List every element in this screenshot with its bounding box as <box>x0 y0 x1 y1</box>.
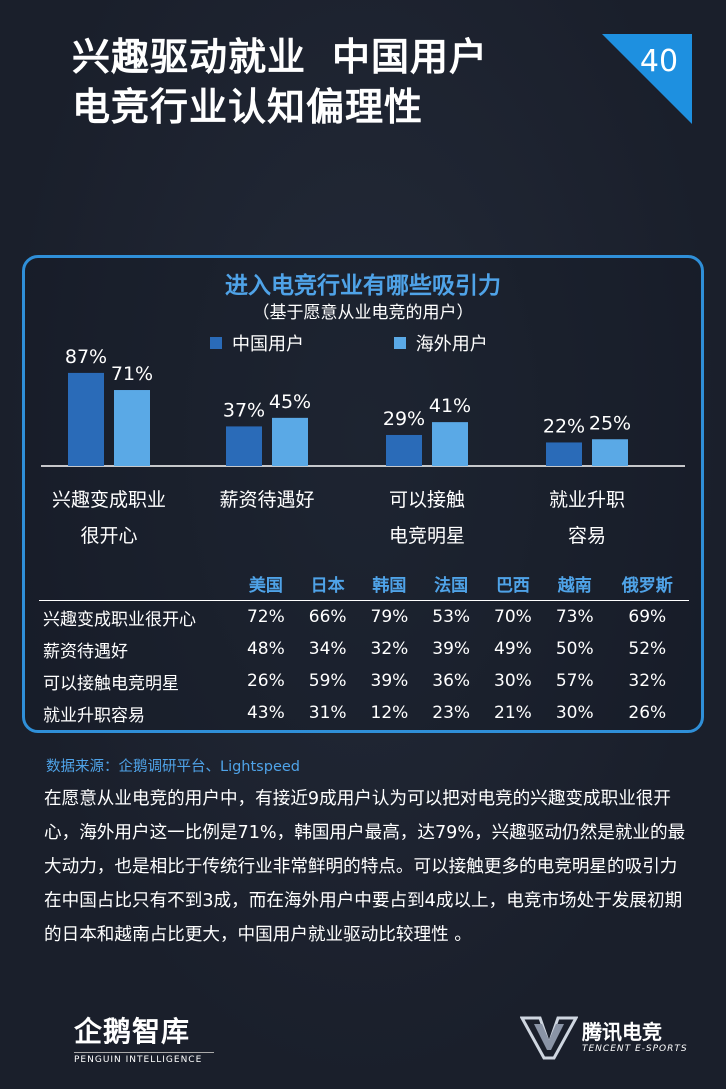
bar-china-2 <box>386 434 422 466</box>
table-cell: 48% <box>246 639 285 659</box>
table-cell: 21% <box>494 703 532 723</box>
table-cell: 26% <box>628 703 667 723</box>
bar-china-1 <box>226 426 262 466</box>
table-cell: 12% <box>370 703 409 723</box>
bar-value-label: 71% <box>111 363 153 385</box>
table-row: 可以接触电竞明星 26% 59% 39% 36% 30% 57% 32% <box>39 665 689 697</box>
table-cell: 34% <box>308 639 347 659</box>
bar-overseas-1 <box>272 417 308 466</box>
category-label: 兴趣变成职业 很开心 <box>34 482 184 554</box>
table-header-cell: 巴西 <box>495 575 530 596</box>
table-row: 就业升职容易 43% 31% 12% 23% 21% 30% 26% <box>39 697 689 729</box>
bar-value-label: 22% <box>543 415 585 437</box>
country-table: 美国 日本 韩国 法国 巴西 越南 俄罗斯 兴趣变成职业很开心 72% 66% … <box>39 566 689 729</box>
page-title: 兴趣驱动就业 中国用户 电竞行业认知偏理性 <box>72 32 612 132</box>
bar-value-label: 29% <box>383 408 425 430</box>
bar-value-label: 37% <box>223 399 265 421</box>
table-row: 兴趣变成职业很开心 72% 66% 79% 53% 70% 73% 69% <box>39 601 689 634</box>
table-cell: 50% <box>555 639 594 659</box>
category-label-line: 很开心 <box>80 525 138 547</box>
bar-value-label: 45% <box>269 391 311 413</box>
table-cell: 39% <box>432 639 471 659</box>
chart-panel: 进入电竞行业有哪些吸引力 （基于愿意从业电竞的用户） 中国用户 海外用户 87%… <box>22 255 704 733</box>
chart-legend: 中国用户 海外用户 <box>210 330 572 356</box>
page-corner-triangle <box>602 34 692 124</box>
bar-chart: 87%71% 37% 45% 29%41% 22% 25% <box>41 346 685 467</box>
category-label-line: 电竞明星 <box>388 525 465 547</box>
table-cell: 36% <box>432 671 471 691</box>
table-cell: 73% <box>555 607 594 627</box>
data-source: 数据来源：企鹅调研平台、Lightspeed <box>46 759 300 775</box>
table-cell: 26% <box>246 671 285 691</box>
table-header-blank <box>39 566 235 601</box>
table-cell: 57% <box>555 671 594 691</box>
legend-label-china: 中国用户 <box>232 334 304 355</box>
bar-overseas-3 <box>592 439 628 466</box>
table-header-cell: 越南 <box>557 575 592 596</box>
chart-title: 进入电竞行业有哪些吸引力 <box>225 273 501 299</box>
category-label-line: 容易 <box>567 525 606 547</box>
tencent-logo-subtext: TENCENT E-SPORTS <box>582 1044 688 1054</box>
table-cell: 53% <box>432 607 471 627</box>
table-cell: 31% <box>308 703 347 723</box>
table-cell: 23% <box>432 703 471 723</box>
bar-overseas-0 <box>114 390 150 466</box>
category-label-line: 就业升职 <box>548 489 625 511</box>
table-cell: 66% <box>308 607 347 627</box>
chart-subtitle: （基于愿意从业电竞的用户） <box>252 303 474 323</box>
page-number: 40 <box>639 44 679 79</box>
penguin-logo-subtext: PENGUIN INTELLIGENCE <box>74 1052 214 1065</box>
bar-china-3 <box>546 442 582 466</box>
table-cell: 32% <box>370 639 409 659</box>
legend-label-overseas: 海外用户 <box>415 334 488 355</box>
legend-item-overseas: 海外用户 <box>393 330 488 356</box>
table-cell: 79% <box>370 607 409 627</box>
title-line-2: 电竞行业认知偏理性 <box>72 85 424 129</box>
table-header-row: 美国 日本 韩国 法国 巴西 越南 俄罗斯 <box>39 566 689 601</box>
table-cell: 52% <box>628 639 667 659</box>
penguin-intelligence-logo: 企鹅智库 PENGUIN INTELLIGENCE <box>74 1010 214 1065</box>
legend-swatch-china <box>210 337 222 349</box>
table-cell: 70% <box>494 607 532 627</box>
body-paragraph: 在愿意从业电竞的用户中，有接近9成用户认为可以把对电竞的兴趣变成职业很开心，海外… <box>44 789 686 945</box>
bar-china-0 <box>68 372 104 466</box>
category-label: 可以接触 电竞明星 <box>352 482 502 554</box>
table-row: 薪资待遇好 48% 34% 32% 39% 49% 50% 52% <box>39 633 689 665</box>
tencent-logo-text: 腾讯电竞 <box>582 1020 662 1044</box>
table-cell: 32% <box>628 671 667 691</box>
table-header-cell: 美国 <box>248 575 283 596</box>
table-cell: 30% <box>494 671 532 691</box>
table-header-cell: 法国 <box>434 575 469 596</box>
table-cell: 69% <box>628 607 667 627</box>
title-line-1: 兴趣驱动就业 中国用户 <box>72 35 489 79</box>
category-label: 就业升职 容易 <box>512 482 662 554</box>
table-cell: 59% <box>308 671 347 691</box>
bar-value-label: 87% <box>65 346 107 368</box>
category-label-line: 薪资待遇好 <box>219 489 315 511</box>
tencent-esports-emblem-icon <box>520 1016 578 1060</box>
table-cell: 49% <box>494 639 532 659</box>
table-header-cell: 日本 <box>310 575 345 596</box>
table-cell: 72% <box>246 607 285 627</box>
table-header-cell: 俄罗斯 <box>621 575 673 596</box>
bar-value-label: 25% <box>589 412 631 434</box>
penguin-logo-text: 企鹅智库 <box>74 1015 191 1048</box>
category-label-line: 可以接触 <box>388 489 465 511</box>
table-cell: 39% <box>370 671 409 691</box>
table-header-cell: 韩国 <box>372 575 407 596</box>
row-label: 兴趣变成职业很开心 <box>43 609 196 630</box>
category-label: 薪资待遇好 <box>192 482 342 518</box>
row-label: 可以接触电竞明星 <box>43 673 179 694</box>
legend-swatch-overseas <box>393 337 406 349</box>
row-label: 薪资待遇好 <box>43 641 128 662</box>
row-label: 就业升职容易 <box>43 705 145 726</box>
table-cell: 30% <box>555 703 594 723</box>
table-cell: 43% <box>246 703 285 723</box>
bar-value-label: 41% <box>429 395 471 417</box>
bar-overseas-2 <box>432 422 468 466</box>
legend-item-china: 中国用户 <box>210 330 304 356</box>
category-label-line: 兴趣变成职业 <box>51 489 166 511</box>
tencent-esports-logo: 腾讯电竞 TENCENT E-SPORTS <box>520 1014 700 1064</box>
